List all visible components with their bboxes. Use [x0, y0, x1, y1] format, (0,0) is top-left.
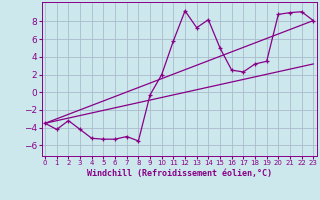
X-axis label: Windchill (Refroidissement éolien,°C): Windchill (Refroidissement éolien,°C)	[87, 169, 272, 178]
